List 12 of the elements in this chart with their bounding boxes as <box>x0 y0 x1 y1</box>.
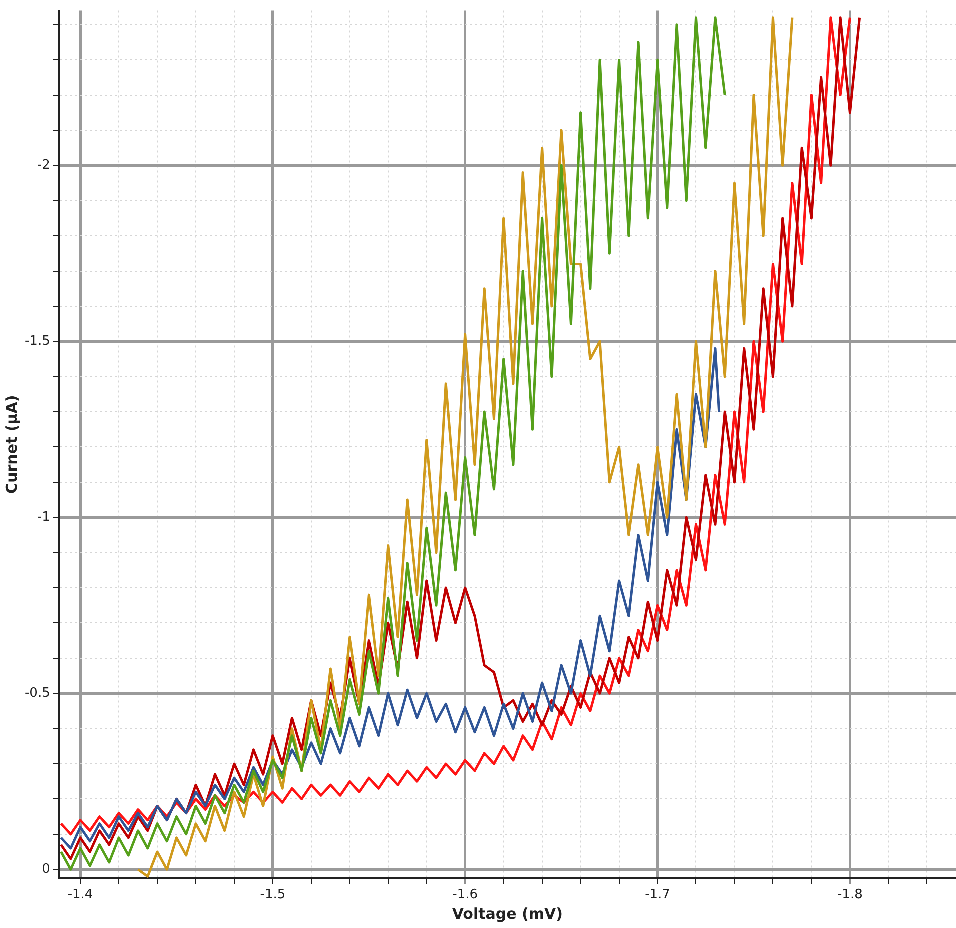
x-tick-label: -1.5 <box>260 888 286 903</box>
x-axis-title: Voltage (mV) <box>452 904 563 923</box>
x-tick-label: -1.7 <box>645 888 670 903</box>
x-tick-label: -1.8 <box>837 888 863 903</box>
y-tick-label: -1 <box>37 510 50 526</box>
y-axis-title: Curnet (μA) <box>2 395 21 494</box>
x-tick-label: -1.4 <box>68 888 94 903</box>
x-tick-label: -1.6 <box>452 888 478 903</box>
y-tick-label: -0.5 <box>24 686 50 701</box>
y-tick-label: -1.5 <box>24 334 50 350</box>
y-tick-label: -2 <box>37 158 50 174</box>
y-tick-label: 0 <box>42 862 50 877</box>
